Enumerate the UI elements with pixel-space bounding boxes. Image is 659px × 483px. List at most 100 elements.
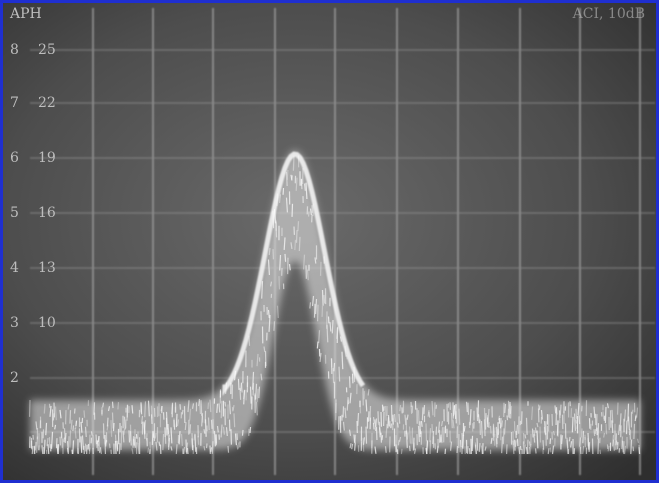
trace-noise [547,448,550,455]
trace-noise [313,303,316,318]
trace-noise [597,438,600,455]
trace-noise [474,442,478,455]
trace-noise [587,432,590,450]
trace-noise [216,403,219,413]
trace-noise [183,446,186,455]
trace-noise [228,400,231,415]
trace-noise [178,431,181,445]
trace-noise [384,446,387,453]
trace-noise [512,440,515,455]
trace-noise [365,399,368,412]
trace-noise [531,406,534,420]
trace-noise [69,430,72,448]
trace-noise [387,415,390,427]
trace-noise [413,448,417,454]
trace-noise [636,438,640,444]
trace-noise [309,208,313,216]
trace-noise [441,420,444,427]
trace-noise [191,433,194,448]
trace-noise [316,341,319,349]
trace-noise [408,445,411,452]
trace-noise [476,407,479,422]
trace-noise [232,405,235,411]
trace-noise [249,386,252,404]
trace-noise [150,414,153,425]
trace-noise [34,441,37,451]
trace-noise [333,362,336,372]
trace-noise [614,430,617,446]
trace-noise [627,403,630,422]
trace-noise [236,444,239,450]
trace-noise [483,419,486,437]
scale-inner: 25 [38,42,56,58]
trace-noise [522,432,525,445]
trace-noise [478,443,481,452]
trace-noise [155,441,158,451]
scale-outer: 5 [10,205,19,221]
trace-noise [234,433,237,446]
trace-noise [615,440,618,445]
trace-noise [102,402,105,408]
trace-noise [298,236,301,252]
trace-noise [273,321,276,331]
trace-noise [493,427,496,438]
trace-noise [582,430,585,444]
trace-noise [417,425,420,442]
trace-noise [427,410,430,417]
trace-noise [96,441,99,452]
trace-noise [278,194,282,203]
trace-noise [258,386,261,399]
trace-noise [252,371,255,390]
trace-noise [181,409,184,415]
scale-outer: 8 [10,42,19,58]
trace-noise [552,430,556,436]
trace-noise [536,430,539,449]
trace-noise [526,439,529,455]
trace-noise [225,427,228,437]
trace-noise [465,401,468,413]
trace-noise [54,406,57,421]
trace-noise [243,389,246,405]
trace-noise [283,237,286,250]
trace-noise [396,422,399,428]
trace-noise [290,242,293,249]
trace-noise [633,423,636,440]
trace-noise [198,400,202,415]
trace-noise [269,281,273,287]
trace-noise [210,447,213,452]
trace-noise [288,264,291,271]
trace-noise [99,446,103,455]
trace-noise [463,425,466,432]
trace-noise [501,420,504,427]
scale-outer: 4 [10,260,19,276]
scale-outer: 7 [10,95,19,111]
trace-noise [309,302,312,309]
trace-noise [154,432,157,439]
trace-noise [406,432,409,440]
trace-noise [341,351,344,370]
trace-noise [294,239,297,251]
trace-noise [398,413,401,424]
trace-noise [393,413,396,423]
trace-noise [513,439,516,451]
trace-noise [137,443,140,455]
trace-noise [476,438,479,451]
trace-noise [197,435,200,445]
trace-noise [420,420,423,427]
scale-inner: 13 [38,260,56,276]
trace-noise [267,309,270,319]
trace-noise [291,175,294,180]
trace-noise [189,424,192,434]
trace-noise [377,411,380,426]
trace-noise [534,427,537,434]
trace-noise [501,436,504,454]
trace-noise [612,439,615,451]
trace-noise [118,443,121,455]
trace-noise [209,399,212,413]
trace-noise [623,445,627,455]
trace-noise [533,434,536,443]
trace-noise [397,440,400,446]
trace-noise [55,438,58,449]
trace-noise [357,412,360,426]
